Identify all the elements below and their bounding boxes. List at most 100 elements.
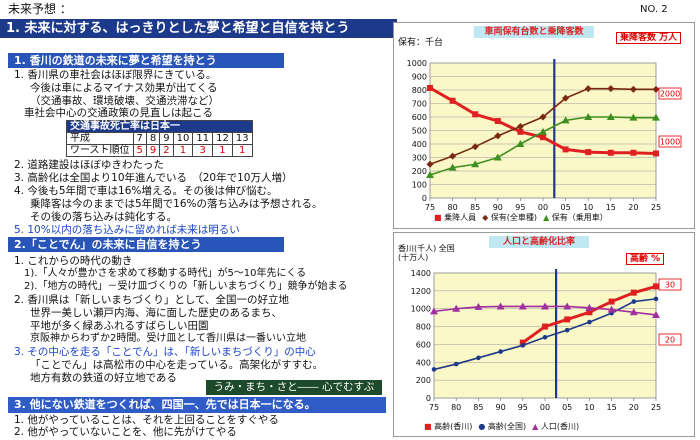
s1-line1: 1. 香川県の車社会はほぼ限界にきている。 [14, 69, 217, 81]
y-tick-label: 300 [412, 154, 427, 163]
table-row: ワースト順位 5 9 2 1 3 1 1 [66, 144, 253, 157]
y-tick-label: 100 [412, 181, 427, 190]
data-point [449, 152, 457, 160]
data-point [629, 308, 638, 316]
data-point [653, 296, 659, 302]
x-tick-label: 20 [628, 203, 638, 212]
data-point [606, 113, 615, 120]
data-point [629, 85, 637, 93]
y-tick-label: 600 [416, 340, 431, 349]
x-tick-label: 05 [562, 403, 572, 412]
data-point [519, 339, 526, 346]
y-tick-label: 1000 [411, 305, 431, 314]
slogan-banner: うみ・まち・さと―― 心でむすぶ [206, 380, 382, 395]
table-cell: 9 [159, 132, 174, 145]
y-tick-label: 400 [412, 140, 427, 149]
legend-item: ▲ 人口(香川) [532, 422, 580, 431]
x-tick-label: 25 [651, 203, 661, 212]
legend-label: 保有(全車種) [490, 213, 538, 222]
data-point [426, 171, 434, 179]
chart1-legend: ■ 乗降人員 ◆ 保有(全車種) ▲ 保有（乗用車） [434, 212, 608, 223]
data-point [652, 113, 660, 121]
table-cell: 1 [231, 144, 253, 157]
data-point [449, 97, 456, 104]
legend-item: ■ 乗降人員 [434, 213, 477, 222]
data-point [430, 307, 438, 315]
y-tick-label: 900 [412, 73, 427, 82]
table-cell: 3 [192, 144, 214, 157]
y-tick-label: 0 [422, 194, 427, 203]
legend-item: ● 高齢(全国) [478, 422, 527, 431]
data-point [563, 302, 572, 310]
table-cell: 10 [172, 132, 194, 145]
y-tick-label: 200 [416, 376, 431, 385]
y-tick-label: 400 [416, 358, 431, 367]
legend-label: 高齢(全国) [487, 422, 527, 431]
x-tick-label: 75 [429, 403, 439, 412]
x-tick-label: 10 [584, 403, 594, 412]
data-point [630, 149, 637, 156]
data-point [540, 134, 546, 141]
data-point [630, 289, 637, 296]
right-axis-box [658, 278, 682, 291]
s1-line1c: 車社会中心の交通政策の見直しは起こる [24, 107, 213, 119]
x-tick-label: 75 [425, 203, 435, 212]
data-point [517, 128, 524, 135]
x-tick-label: 15 [607, 403, 617, 412]
data-point [587, 319, 592, 325]
data-point [629, 113, 638, 121]
data-point [653, 283, 659, 290]
data-point [541, 302, 549, 310]
y-tick-label: 200 [412, 167, 427, 176]
right-axis-label: 20 [665, 336, 675, 345]
right-axis-box [658, 333, 682, 346]
y-tick-label: 600 [412, 113, 427, 122]
table-cell: 11 [192, 132, 214, 145]
x-tick-label: 85 [470, 203, 480, 212]
s2-line2: 2. 香川県は「新しいまちづくり」として、全国一の好立地 [14, 294, 290, 306]
y-tick-label: 800 [416, 323, 431, 332]
s2-line1: 1. これからの時代の動き [14, 255, 133, 267]
data-point [607, 305, 616, 313]
x-tick-label: 00 [540, 403, 550, 412]
chart2-legend: ■ 高齢(香川) ● 高齢(全国) ▲ 人口(香川) [424, 421, 579, 432]
s2-line2a: 世界一美しい瀬戸内海、海に面した歴史のあるまち、 [30, 307, 282, 319]
x-tick-label: 00 [538, 203, 548, 212]
chart2-title: 人口と高齢化比率 [489, 236, 589, 248]
data-point [652, 85, 660, 93]
x-tick-label: 90 [496, 403, 506, 412]
x-tick-label: 85 [473, 403, 483, 412]
legend-item: ■ 高齢(香川) [424, 422, 473, 431]
right-axis-label: 30 [665, 281, 675, 290]
y-tick-label: 0 [426, 394, 431, 403]
x-tick-label: 90 [493, 203, 503, 212]
chart1-title: 車両保有台数と乗降客数 [474, 26, 594, 38]
legend-label: 人口(香川) [540, 422, 580, 431]
data-point [539, 127, 547, 135]
chart1-right-unit-label: 乗降客数 万人 [616, 32, 682, 44]
chart2-ylabel: 香川(千人) 全国(十万人) [398, 244, 455, 262]
x-tick-label: 25 [651, 403, 661, 412]
data-point [516, 140, 525, 147]
data-point [564, 316, 571, 323]
s2-line3: 3. その中心を走る「ことでん」は、「新しいまちづくり」の中心 [14, 346, 316, 358]
data-point [452, 304, 461, 312]
s3-line2: 2. 他がやっていないことを、他に先がけてやる [14, 426, 237, 438]
data-point [564, 327, 570, 333]
data-point [539, 113, 547, 121]
data-point [652, 310, 660, 318]
data-point [516, 122, 524, 130]
x-tick-label: 80 [451, 403, 461, 412]
data-point [585, 149, 592, 156]
data-point [584, 85, 592, 93]
data-point [586, 309, 593, 316]
data-point [585, 303, 594, 311]
traffic-death-table: 交通事故死亡率は日本一 平成 7 8 9 10 11 12 13 ワースト順位 … [66, 120, 253, 157]
table-cell: 8 [145, 132, 161, 145]
x-tick-label: 10 [583, 203, 593, 212]
section2-heading: 2.「ことでん」の未来に自信を持とう [8, 237, 284, 252]
data-point [584, 113, 593, 120]
table-cell: 5 [132, 144, 147, 157]
x-tick-label: 95 [518, 403, 528, 412]
